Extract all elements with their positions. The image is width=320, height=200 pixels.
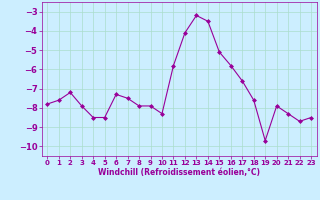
X-axis label: Windchill (Refroidissement éolien,°C): Windchill (Refroidissement éolien,°C) [98,168,260,177]
